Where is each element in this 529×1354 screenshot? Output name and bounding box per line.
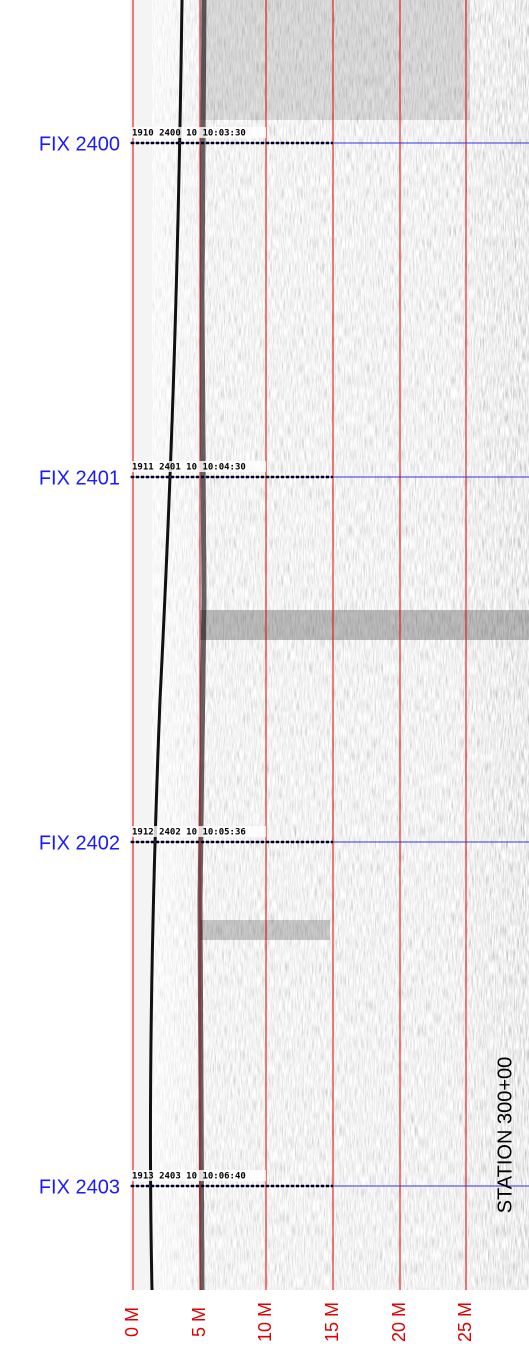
distance-label: 0 M bbox=[122, 1307, 142, 1337]
fix-label: FIX 2400 bbox=[39, 133, 120, 155]
distance-label: 25 M bbox=[455, 1302, 475, 1342]
fix-label: FIX 2402 bbox=[39, 832, 120, 854]
distance-label: 15 M bbox=[322, 1302, 342, 1342]
fix-label: FIX 2401 bbox=[39, 467, 120, 489]
fix-stamp: 1912 2402 10 10:05:36 bbox=[132, 828, 246, 838]
distance-label: 5 M bbox=[189, 1307, 209, 1337]
station-label: STATION 300+00 bbox=[494, 1057, 516, 1214]
fix-stamp: 1911 2401 10 10:04:30 bbox=[132, 463, 246, 473]
fix-stamp: 1913 2403 10 10:06:40 bbox=[132, 1172, 246, 1182]
sonar-image bbox=[130, 0, 529, 1290]
fix-label: FIX 2403 bbox=[39, 1176, 120, 1198]
distance-label: 10 M bbox=[255, 1302, 275, 1342]
page: {"fixes": [ {"label": "FIX 2400", "stamp… bbox=[0, 0, 529, 1354]
sonar-record: 1910 2400 10 10:03:30 1911 2401 10 10:04… bbox=[0, 0, 529, 1354]
fix-stamp: 1910 2400 10 10:03:30 bbox=[132, 129, 246, 139]
distance-label: 20 M bbox=[389, 1302, 409, 1342]
